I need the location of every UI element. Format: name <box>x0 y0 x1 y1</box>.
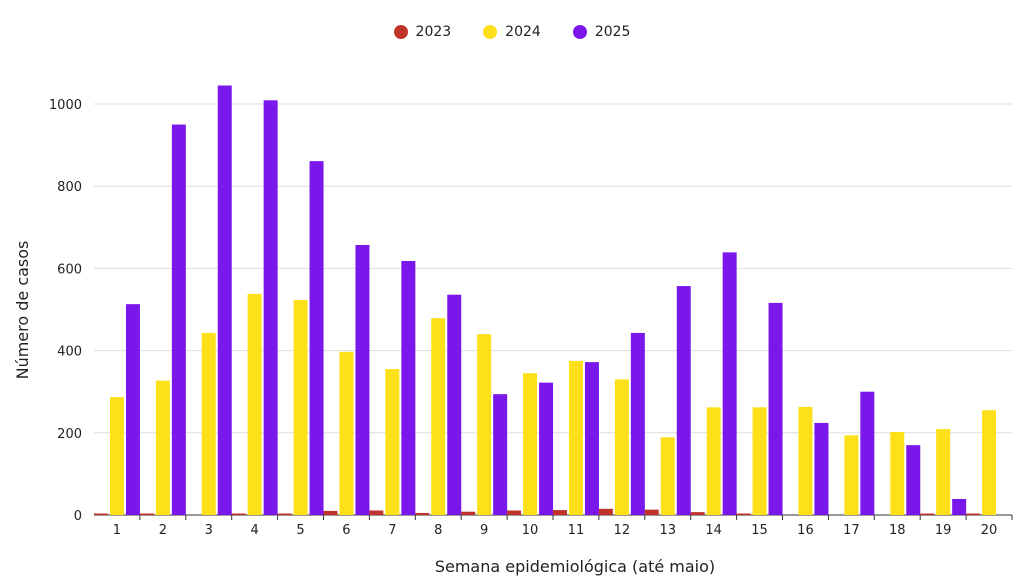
y-tick-label: 400 <box>57 345 82 360</box>
gridlines <box>94 103 1013 520</box>
bar-2025-week-1[interactable] <box>125 304 140 515</box>
bar-2023-week-4[interactable] <box>231 513 246 516</box>
x-axis-title: Semana epidemiológica (até maio) <box>435 557 715 576</box>
bar-2024-week-5[interactable] <box>293 300 308 515</box>
legend-item-2025[interactable]: 2025 <box>572 24 631 40</box>
x-tick-labels: 1 2 3 4 5 6 7 8 9 10 11 12 13 14 15 16 17 18 19 20 <box>113 523 998 538</box>
bar-2023-week-15[interactable] <box>736 513 751 516</box>
bar-2023-week-12[interactable] <box>598 508 613 515</box>
y-tick-label: 600 <box>57 262 82 277</box>
bar-2025-week-19[interactable] <box>952 498 967 515</box>
x-tick-label: 17 <box>843 523 860 538</box>
legend-swatch-2023 <box>393 25 408 39</box>
x-tick-label: 2 <box>159 523 167 538</box>
bar-2023-week-1[interactable] <box>93 513 108 516</box>
y-tick-labels: 0 200 400 600 800 1000 <box>49 98 82 524</box>
bar-2025-week-12[interactable] <box>630 332 645 515</box>
bar-2025-week-17[interactable] <box>860 391 875 515</box>
bar-2025-week-14[interactable] <box>722 252 737 515</box>
bar-2024-week-18[interactable] <box>890 431 905 515</box>
bar-2023-week-6[interactable] <box>323 510 338 515</box>
bar-2024-week-4[interactable] <box>247 293 262 515</box>
y-tick-label: 200 <box>57 427 82 442</box>
x-tick-label: 20 <box>981 523 998 538</box>
x-tick-label: 14 <box>705 523 722 538</box>
y-tick-label: 800 <box>57 180 82 195</box>
y-tick-label: 0 <box>74 509 82 524</box>
legend-swatch-2025 <box>572 25 587 39</box>
bar-2024-week-9[interactable] <box>477 334 492 515</box>
legend-item-2023[interactable]: 2023 <box>393 24 452 40</box>
x-tick-label: 10 <box>522 523 539 538</box>
bar-2023-week-19[interactable] <box>920 513 935 516</box>
legend-swatch-2024 <box>483 25 498 39</box>
x-tick-label: 18 <box>889 523 906 538</box>
x-tick-label: 9 <box>480 523 488 538</box>
x-tick-label: 13 <box>659 523 676 538</box>
bar-2024-week-12[interactable] <box>614 379 629 515</box>
legend-label-2024: 2024 <box>505 24 541 40</box>
x-tick-label: 5 <box>296 523 304 538</box>
x-tick-label: 1 <box>113 523 121 538</box>
bar-2023-week-10[interactable] <box>507 510 522 515</box>
bar-2023-week-20[interactable] <box>966 513 981 516</box>
bar-2023-week-7[interactable] <box>369 510 384 515</box>
bar-2024-week-17[interactable] <box>844 435 859 515</box>
y-tick-label: 1000 <box>49 98 82 113</box>
x-tick-label: 11 <box>568 523 585 538</box>
bar-2023-week-9[interactable] <box>461 511 476 515</box>
bar-2025-week-2[interactable] <box>171 124 186 516</box>
bar-2024-week-15[interactable] <box>752 407 767 515</box>
bar-2025-week-6[interactable] <box>355 244 370 515</box>
x-tick-label: 12 <box>614 523 631 538</box>
bar-2025-week-9[interactable] <box>493 394 508 515</box>
y-axis-title: Número de casos <box>13 241 32 380</box>
bar-2023-week-14[interactable] <box>690 512 705 515</box>
bar-2024-week-16[interactable] <box>798 406 813 515</box>
bar-2024-week-13[interactable] <box>660 437 675 515</box>
bar-2024-week-6[interactable] <box>339 351 354 515</box>
legend-item-2024[interactable]: 2024 <box>483 24 541 40</box>
bar-2024-week-19[interactable] <box>936 429 951 515</box>
bar-2025-week-8[interactable] <box>447 294 462 515</box>
x-tick-label: 6 <box>342 523 350 538</box>
x-tick-label: 4 <box>251 523 259 538</box>
bar-2024-week-10[interactable] <box>523 373 538 515</box>
bar-2024-week-3[interactable] <box>201 332 216 515</box>
bar-2025-week-18[interactable] <box>906 445 921 515</box>
x-tick-label: 15 <box>751 523 768 538</box>
x-tick-label: 19 <box>935 523 952 538</box>
bar-2025-week-10[interactable] <box>539 382 554 515</box>
bar-2024-week-11[interactable] <box>568 360 583 515</box>
x-tick-label: 7 <box>388 523 396 538</box>
x-tick-label: 16 <box>797 523 814 538</box>
bar-2023-week-5[interactable] <box>277 513 292 516</box>
bar-2025-week-4[interactable] <box>263 100 278 516</box>
legend-label-2025: 2025 <box>594 24 631 40</box>
bar-2024-week-7[interactable] <box>385 369 400 515</box>
bar-2024-week-20[interactable] <box>982 410 997 515</box>
bar-2023-week-2[interactable] <box>139 513 154 516</box>
bar-2023-week-13[interactable] <box>644 509 659 515</box>
bar-2024-week-14[interactable] <box>706 407 721 515</box>
bar-2025-week-13[interactable] <box>676 286 691 515</box>
bar-2025-week-5[interactable] <box>309 161 324 515</box>
bar-2025-week-16[interactable] <box>814 422 829 515</box>
bar-2025-week-15[interactable] <box>768 302 783 515</box>
bar-2024-week-1[interactable] <box>109 397 124 515</box>
bar-2024-week-2[interactable] <box>155 380 170 515</box>
bar-2024-week-8[interactable] <box>431 318 446 515</box>
bar-2025-week-11[interactable] <box>584 362 599 515</box>
bar-2025-week-3[interactable] <box>217 85 232 515</box>
bar-2023-week-8[interactable] <box>415 512 430 515</box>
legend-label-2023: 2023 <box>415 24 452 40</box>
legend: 2023 2024 2025 <box>0 24 1024 40</box>
bar-2025-week-7[interactable] <box>401 261 416 515</box>
bars <box>93 85 997 516</box>
bar-2023-week-11[interactable] <box>552 510 567 515</box>
x-tick-label: 3 <box>205 523 213 538</box>
x-tick-label: 8 <box>434 523 442 538</box>
